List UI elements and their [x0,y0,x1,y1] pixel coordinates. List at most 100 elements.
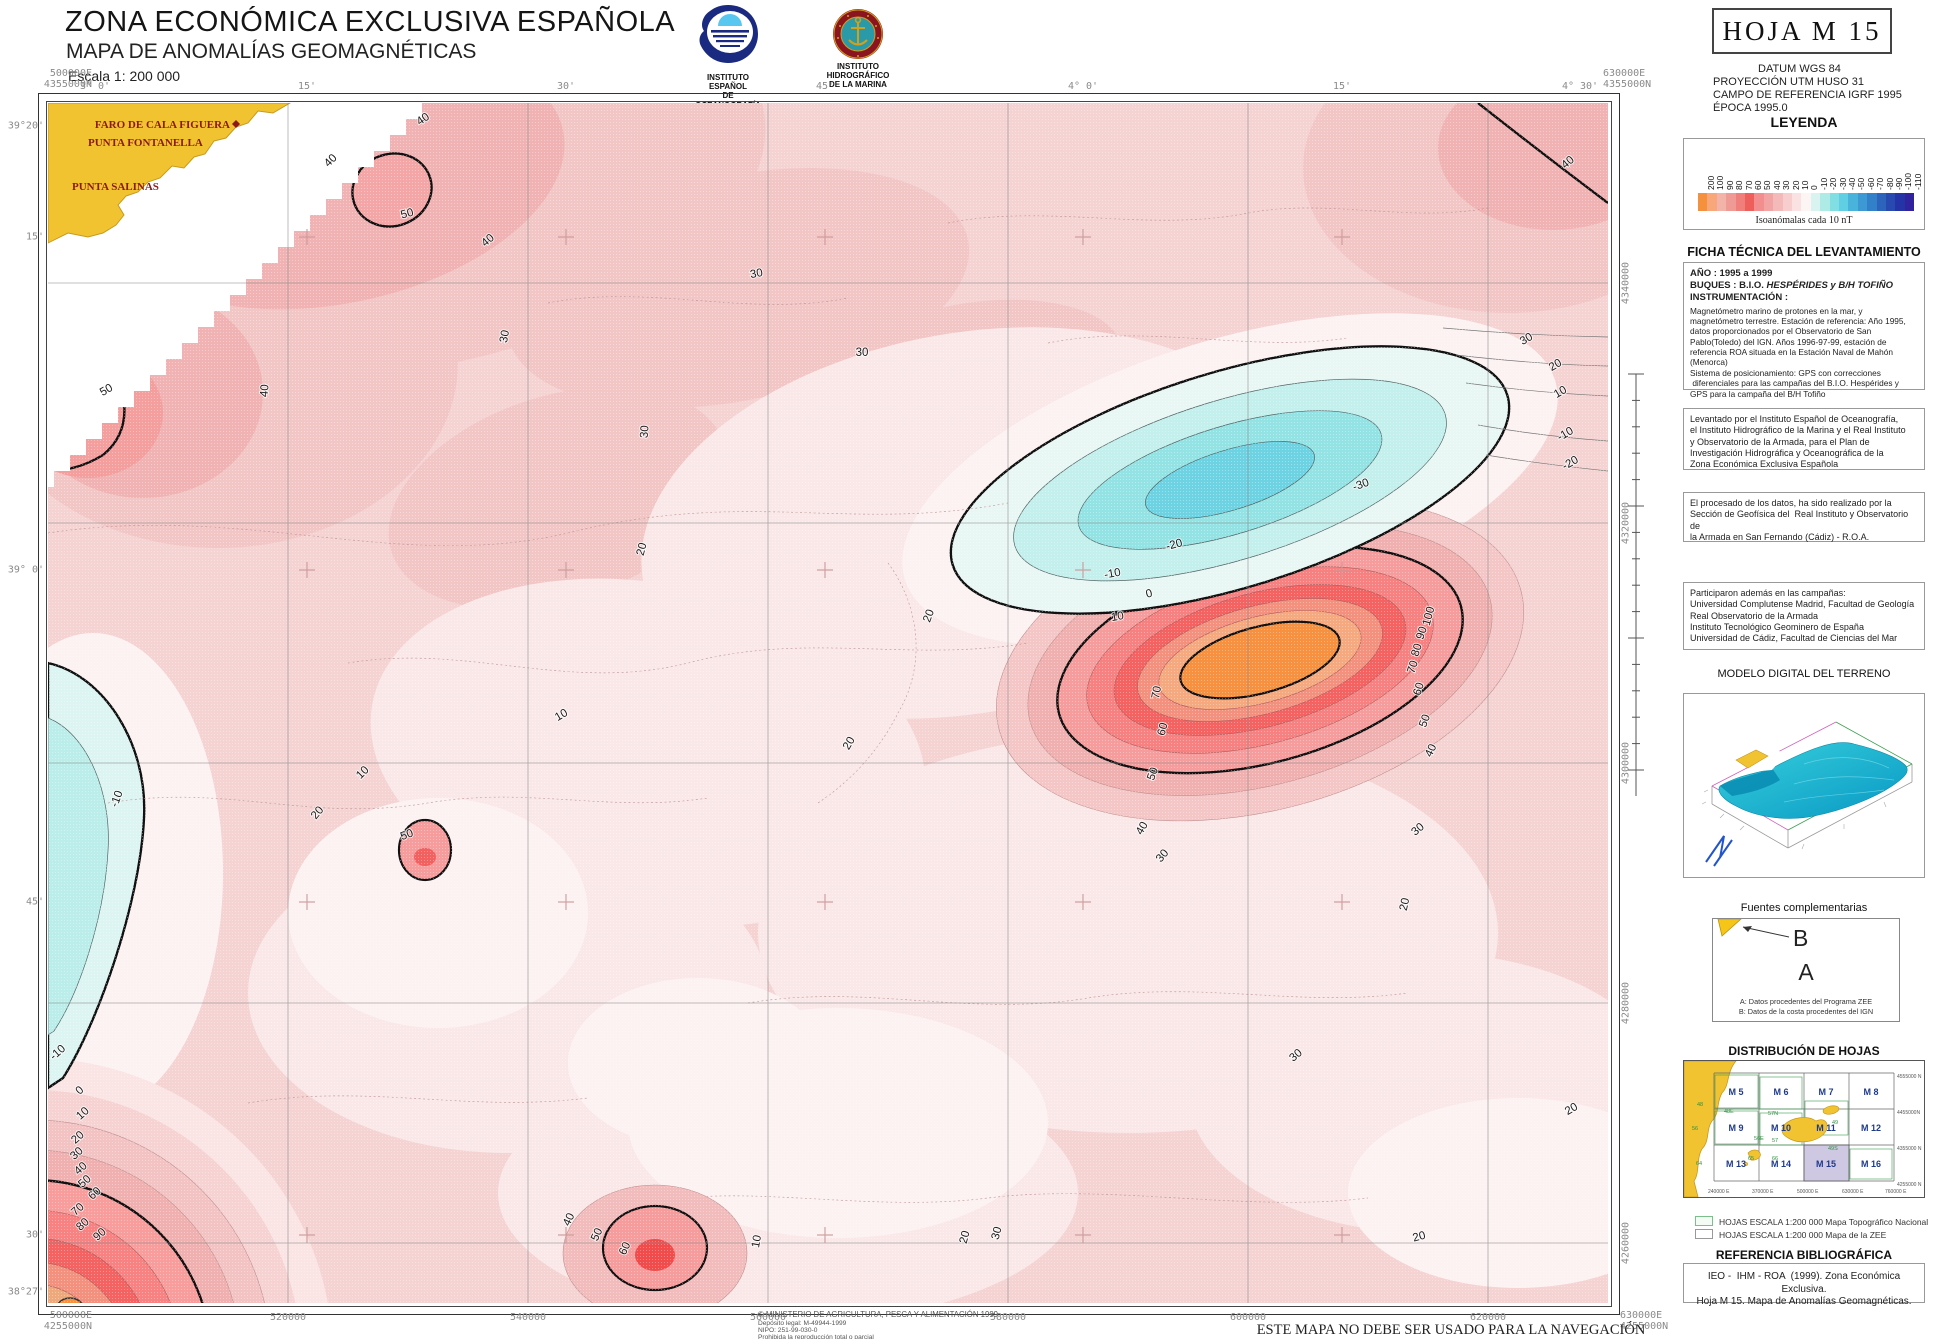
northing-tick: 4280000 [1620,981,1632,1025]
svg-text:90: 90 [1414,625,1429,641]
hojas-legend-zee: HOJAS ESCALA 1:200 000 Mapa de la ZEE [1695,1229,1886,1240]
longitude-tick: 30' [556,81,576,92]
swatch-zee [1695,1229,1713,1239]
svg-text:M 14: M 14 [1771,1159,1791,1169]
procesado-box: El procesado de los datos, ha sido reali… [1683,492,1925,542]
ficha-box: AÑO : 1995 a 1999 BUQUES : B.I.O. HESPÉR… [1683,262,1925,399]
svg-text:-30: -30 [1351,477,1371,494]
legend-cell [1848,193,1858,211]
easting-tick: 600000 [1229,1312,1267,1323]
datum-line: DATUM WGS 84 [1758,63,1841,75]
svg-text:80: 80 [1409,642,1424,658]
longitude-tick: 3° 0' [79,81,111,92]
text-line: Zona Económica Exclusiva Española [1690,459,1839,469]
svg-text:-20: -20 [1165,537,1184,553]
svg-text:4455000N: 4455000N [1897,1110,1920,1116]
text-line: IEO - IHM - ROA (1999). Zona Económica E… [1707,1271,1903,1295]
svg-text:60: 60 [1156,721,1171,736]
ficha-body: Magnetómetro marino de protones en la ma… [1690,306,1918,399]
svg-text:57: 57 [1772,1138,1778,1144]
corner-coordinate-line: 4255000N [1620,1321,1669,1332]
datum-line: CAMPO DE REFERENCIA IGRF 1995 [1713,89,1902,102]
north-arrow-icon [1705,835,1733,867]
svg-text:40: 40 [258,384,271,398]
legend-cell [1773,193,1783,211]
legend-cell [1829,193,1839,211]
easting-tick: 540000 [509,1312,547,1323]
svg-text:FARO DE CALA FIGUERA: FARO DE CALA FIGUERA [95,119,230,131]
copyright-line: NIPO: 251-99-030-0 [758,1327,818,1335]
text-line: Universidad Complutense Madrid, Facultad… [1690,599,1915,610]
longitude-tick: 15' [297,81,317,92]
svg-text:10: 10 [1110,610,1125,624]
svg-text:M 11: M 11 [1816,1123,1836,1133]
ihm-logo-icon [833,9,883,59]
svg-text:PUNTA SALINAS: PUNTA SALINAS [72,181,159,193]
latitude-tick: 38°27' [7,1286,44,1298]
svg-text:50: 50 [399,207,414,222]
svg-text:M 15: M 15 [1816,1159,1836,1169]
fuentes-caption-a: A: Datos procedentes del Programa ZEE [1739,997,1873,1006]
minimap-menorca [1822,1105,1840,1115]
svg-text:240000 E: 240000 E [1708,1189,1730,1195]
minimap-ibiza [1747,1149,1761,1161]
latitude-tick: 45' [25,896,44,908]
svg-text:4255000 N: 4255000 N [1897,1182,1922,1188]
svg-text:60: 60 [1411,681,1426,697]
referencia-title: REFERENCIA BIBLIOGRÁFICA [1715,1248,1893,1262]
navigation-warning: ESTE MAPA NO DEBE SER USADO PARA LA NAVE… [1256,1322,1646,1338]
coast-data-triangle [1717,919,1742,937]
text-line: Real Observatorio de la Armada [1690,610,1819,621]
scale-ruler [1628,373,1644,796]
svg-text:50: 50 [1417,713,1433,729]
easting-tick: 580000 [989,1312,1027,1323]
corner-coordinate-line: 500000E [49,68,92,79]
legend-cell [1745,193,1755,211]
ficha-buques: BUQUES : B.I.O. HESPÉRIDES y B/H TOFIÑO [1690,279,1894,291]
svg-text:30: 30 [990,1225,1005,1240]
hojas-minimap: M 5 M 6 M 7 M 8 M 9 M 10 M 11 M 12 M 13 M 14 M 15 M… [1683,1060,1925,1198]
corner-coordinates: 630000E 4355000N [1603,68,1693,90]
svg-text:-10: -10 [109,789,126,809]
legend-cell [1857,193,1868,211]
legend-cell [1904,193,1915,211]
svg-text:30: 30 [856,347,869,359]
legend-cell [1839,193,1849,211]
text-line: y Observatorio de la Armada, para el Pla… [1690,436,1870,447]
svg-text:M 5: M 5 [1728,1087,1743,1097]
terrain-3d-model [1701,721,1913,867]
svg-text:4555000 N: 4555000 N [1897,1074,1922,1080]
copyright-line: Depósito legal: M-49944-1999 [758,1319,847,1327]
svg-text:630000 E: 630000 E [1842,1189,1864,1195]
minimap-mallorca [1781,1117,1828,1143]
legend-box: 200 100 90 80 70 60 50 40 30 20 10 0 -10 -20 -30 -40 -50… [1683,138,1925,230]
svg-text:20: 20 [635,541,650,556]
legend-cell [1886,193,1896,211]
terrain-box [1683,693,1925,878]
svg-text:-10: -10 [1103,567,1121,582]
text-line: Hoja M 15. Mapa de Anomalías Geomagnétic… [1696,1296,1912,1307]
text-line: Magnetómetro marino de protones en la ma… [1690,305,1909,368]
legend-cell [1735,193,1745,211]
legend-cell [1763,193,1774,211]
text-line: Investigación Hidrográfica y Oceanográfi… [1690,447,1884,458]
svg-text:48: 48 [1697,1102,1703,1108]
svg-text:M 16: M 16 [1861,1159,1881,1169]
map-frame-inner [46,101,1612,1307]
corner-coordinate-line: 630000E [1620,1310,1663,1321]
minimap-current-sheet [1803,1144,1850,1182]
terrain-title: MODELO DIGITAL DEL TERRENO [1717,668,1891,680]
legend-cell [1792,193,1802,211]
swatch-topografico [1695,1216,1713,1226]
text-line: diferenciales para las campañas del B.I.… [1690,378,1902,399]
northing-tick: 4340000 [1620,261,1632,305]
halftone-overlay [48,103,1608,1303]
longitude-tick: 4° 0' [1067,81,1099,92]
ihm-caption: INSTITUTO HIDROGRÁFICO DE LA MARINA [826,62,890,90]
svg-text:30: 30 [638,425,651,439]
svg-text:500000 E: 500000 E [1797,1189,1819,1195]
svg-text:65: 65 [1748,1156,1754,1162]
latitude-tick: 15' [25,231,44,243]
legend-cell [1707,193,1717,211]
